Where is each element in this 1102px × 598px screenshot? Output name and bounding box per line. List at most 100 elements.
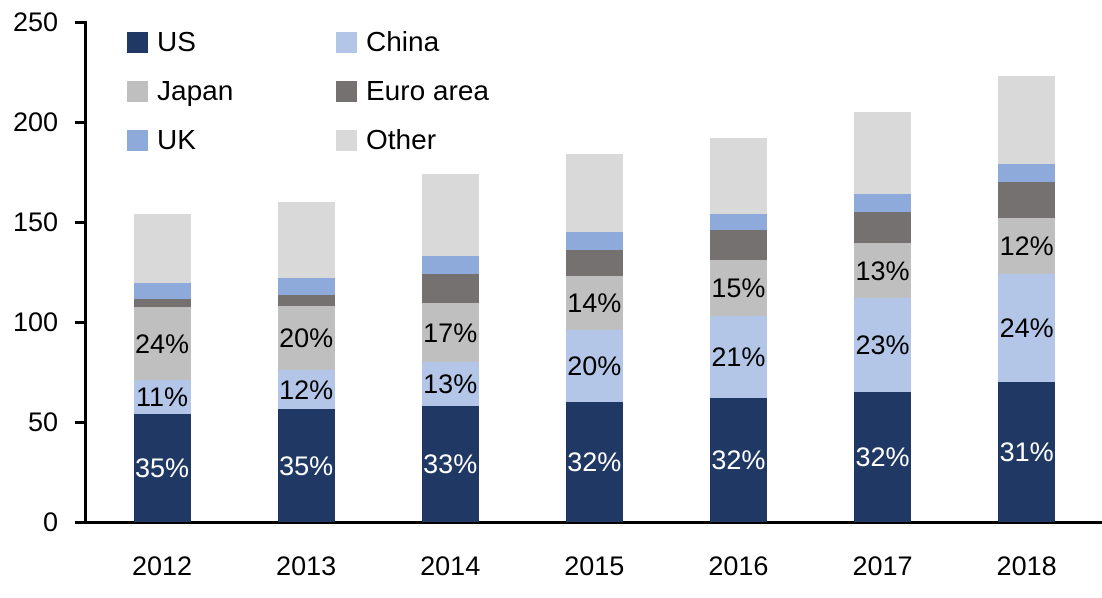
bar-segment-2013-japan <box>277 306 335 370</box>
bar-label-2014-china: 13% <box>423 369 478 399</box>
bar-label-2012-us: 35% <box>134 453 190 483</box>
y-axis-tick-0 <box>75 521 84 524</box>
bar-segment-2015-us <box>565 402 623 522</box>
bar-label-2014-us: 33% <box>423 449 478 479</box>
x-axis-label-2015: 2015 <box>564 551 625 581</box>
bar-segment-2016-other <box>709 138 767 214</box>
y-axis-tick-250 <box>75 21 84 24</box>
y-axis-label-0: 0 <box>42 507 58 537</box>
bar-label-2013-japan: 20% <box>279 323 334 353</box>
bar-segment-2017-china <box>854 298 911 392</box>
y-axis-label-250: 250 <box>12 7 58 37</box>
y-axis-label-100: 100 <box>12 307 58 337</box>
bar-label-2017-us: 32% <box>855 442 910 472</box>
y-axis-tick-50 <box>75 421 84 424</box>
legend: US China Japan Euro area UK Other <box>127 26 489 155</box>
bar-segment-2018-euro-area <box>998 182 1056 218</box>
bar-segment-2012-euro-area <box>133 299 191 307</box>
bar-segment-2016-china <box>709 316 767 398</box>
legend-swatch-japan <box>127 80 148 102</box>
bar-segment-2013-us <box>277 409 335 522</box>
bar-label-2016-japan: 15% <box>711 273 766 303</box>
y-axis-tick-150 <box>75 221 84 224</box>
bar-segment-2012-japan <box>133 307 191 380</box>
legend-label-euro-area: Euro area <box>366 75 489 106</box>
bar-segment-2017-other <box>854 112 911 194</box>
bar-label-2014-japan: 17% <box>423 317 478 348</box>
bar-segment-2015-euro-area <box>565 250 623 276</box>
y-axis-label-200: 200 <box>12 107 58 137</box>
legend-item-other: Other <box>336 124 489 155</box>
bar-segment-2015-china <box>565 330 623 402</box>
bar-segment-2018-china <box>998 274 1056 382</box>
x-axis-line <box>84 521 1102 524</box>
bar-segment-2015-uk <box>565 232 623 250</box>
legend-swatch-china <box>336 31 357 53</box>
bar-segment-2018-us <box>998 382 1056 522</box>
bar-segment-2013-euro-area <box>277 295 335 306</box>
legend-item-japan: Japan <box>127 75 336 106</box>
legend-item-china: China <box>336 26 489 57</box>
x-axis-label-2016: 2016 <box>708 551 769 581</box>
bar-segment-2016-uk <box>709 214 767 230</box>
legend-swatch-euro-area <box>336 80 357 102</box>
legend-swatch-other <box>336 129 357 151</box>
bar-segment-2018-other <box>998 76 1056 164</box>
bar-label-2015-japan: 14% <box>567 288 622 318</box>
bar-label-2013-china: 12% <box>279 374 334 405</box>
bar-segment-2016-us <box>709 398 767 522</box>
bar-segment-2013-other <box>277 202 335 278</box>
bar-segment-2014-china <box>421 362 479 406</box>
bar-label-2015-china: 20% <box>567 351 622 381</box>
y-axis-line <box>84 21 87 524</box>
bar-segment-2018-uk <box>998 164 1056 182</box>
bar-label-2017-china: 23% <box>855 330 910 360</box>
y-axis-label-50: 50 <box>27 407 58 437</box>
bar-segment-2015-japan <box>565 276 623 330</box>
bar-label-2018-china: 24% <box>999 313 1054 343</box>
bar-segment-2014-us <box>421 406 479 522</box>
y-axis-label-150: 150 <box>12 207 58 237</box>
bar-segment-2012-uk <box>133 283 191 299</box>
legend-swatch-us <box>127 31 148 53</box>
bar-segment-2016-euro-area <box>709 230 767 260</box>
legend-label-japan: Japan <box>157 75 234 106</box>
x-axis-label-2014: 2014 <box>420 551 481 581</box>
legend-swatch-uk <box>127 129 148 151</box>
legend-label-uk: UK <box>157 124 196 155</box>
bar-segment-2014-other <box>421 174 479 256</box>
bar-segment-2017-euro-area <box>854 212 911 243</box>
bar-label-2012-japan: 24% <box>134 328 190 359</box>
bar-segment-2013-china <box>277 370 335 409</box>
legend-label-other: Other <box>366 124 437 155</box>
x-axis-label-2012: 2012 <box>131 551 193 581</box>
bar-label-2018-us: 31% <box>999 437 1054 467</box>
bar-segment-2017-japan <box>854 243 911 298</box>
bar-segment-2012-china <box>133 380 191 414</box>
x-axis-label-2017: 2017 <box>852 551 913 581</box>
legend-item-euro-area: Euro area <box>336 75 489 106</box>
y-axis-tick-100 <box>75 321 84 324</box>
bar-segment-2015-other <box>565 154 623 232</box>
bar-segment-2014-euro-area <box>421 274 479 303</box>
bar-label-2018-japan: 12% <box>999 231 1054 261</box>
bar-segment-2014-japan <box>421 303 479 362</box>
bar-segment-2017-uk <box>854 194 911 212</box>
bar-label-2016-china: 21% <box>711 342 766 372</box>
legend-item-uk: UK <box>127 124 336 155</box>
bar-segment-2012-us <box>133 414 191 522</box>
bar-label-2017-japan: 13% <box>855 255 910 286</box>
bar-segment-2013-uk <box>277 278 335 295</box>
bar-segment-2012-other <box>133 214 191 283</box>
bar-label-2015-us: 32% <box>567 447 622 477</box>
legend-label-us: US <box>157 26 196 57</box>
bar-segment-2017-us <box>854 392 911 522</box>
bar-segment-2016-japan <box>709 260 767 316</box>
legend-label-china: China <box>366 26 440 57</box>
legend-item-us: US <box>127 26 336 57</box>
bar-segment-2018-japan <box>998 218 1056 274</box>
bar-segment-2014-uk <box>421 256 479 274</box>
x-axis-label-2013: 2013 <box>276 551 337 581</box>
x-axis-label-2018: 2018 <box>996 551 1057 581</box>
